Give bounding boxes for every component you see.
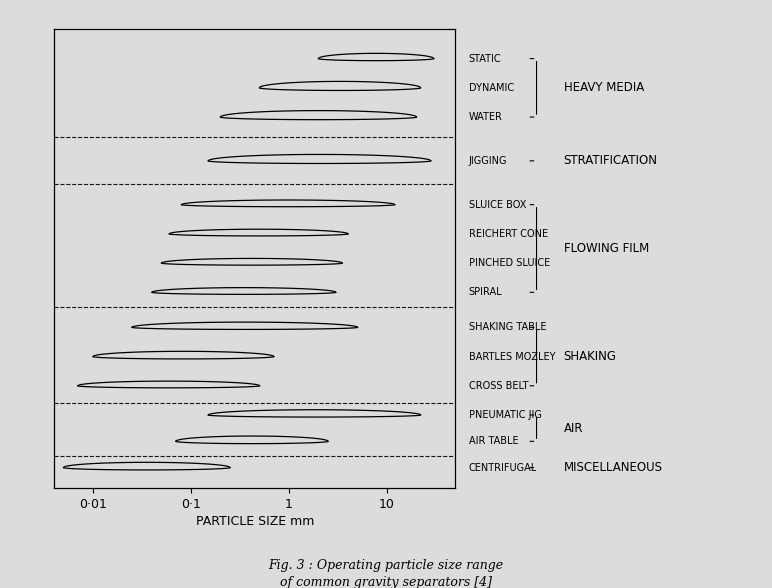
X-axis label: PARTICLE SIZE mm: PARTICLE SIZE mm <box>195 515 314 528</box>
Text: JIGGING: JIGGING <box>469 156 507 166</box>
Text: STATIC: STATIC <box>469 54 501 64</box>
Text: CENTRIFUGAL: CENTRIFUGAL <box>469 463 537 473</box>
Text: FLOWING FILM: FLOWING FILM <box>564 242 648 255</box>
Text: SHAKING TABLE: SHAKING TABLE <box>469 322 546 332</box>
Text: SLUICE BOX: SLUICE BOX <box>469 200 526 210</box>
Text: BARTLES MOZLEY: BARTLES MOZLEY <box>469 352 555 362</box>
Text: AIR TABLE: AIR TABLE <box>469 436 518 446</box>
Text: STRATIFICATION: STRATIFICATION <box>564 155 658 168</box>
Text: PNEUMATIC JIG: PNEUMATIC JIG <box>469 410 541 420</box>
Text: SHAKING: SHAKING <box>564 350 617 363</box>
Text: WATER: WATER <box>469 112 503 122</box>
Text: AIR: AIR <box>564 422 583 435</box>
Text: Fig. 3 : Operating particle size range: Fig. 3 : Operating particle size range <box>269 559 503 572</box>
Text: CROSS BELT: CROSS BELT <box>469 381 528 391</box>
Text: MISCELLANEOUS: MISCELLANEOUS <box>564 461 662 474</box>
Text: PINCHED SLUICE: PINCHED SLUICE <box>469 258 550 268</box>
Text: of common gravity separators [4]: of common gravity separators [4] <box>280 576 492 588</box>
Text: DYNAMIC: DYNAMIC <box>469 83 513 93</box>
Text: SPIRAL: SPIRAL <box>469 288 503 298</box>
Text: REICHERT CONE: REICHERT CONE <box>469 229 547 239</box>
Text: HEAVY MEDIA: HEAVY MEDIA <box>564 81 644 94</box>
